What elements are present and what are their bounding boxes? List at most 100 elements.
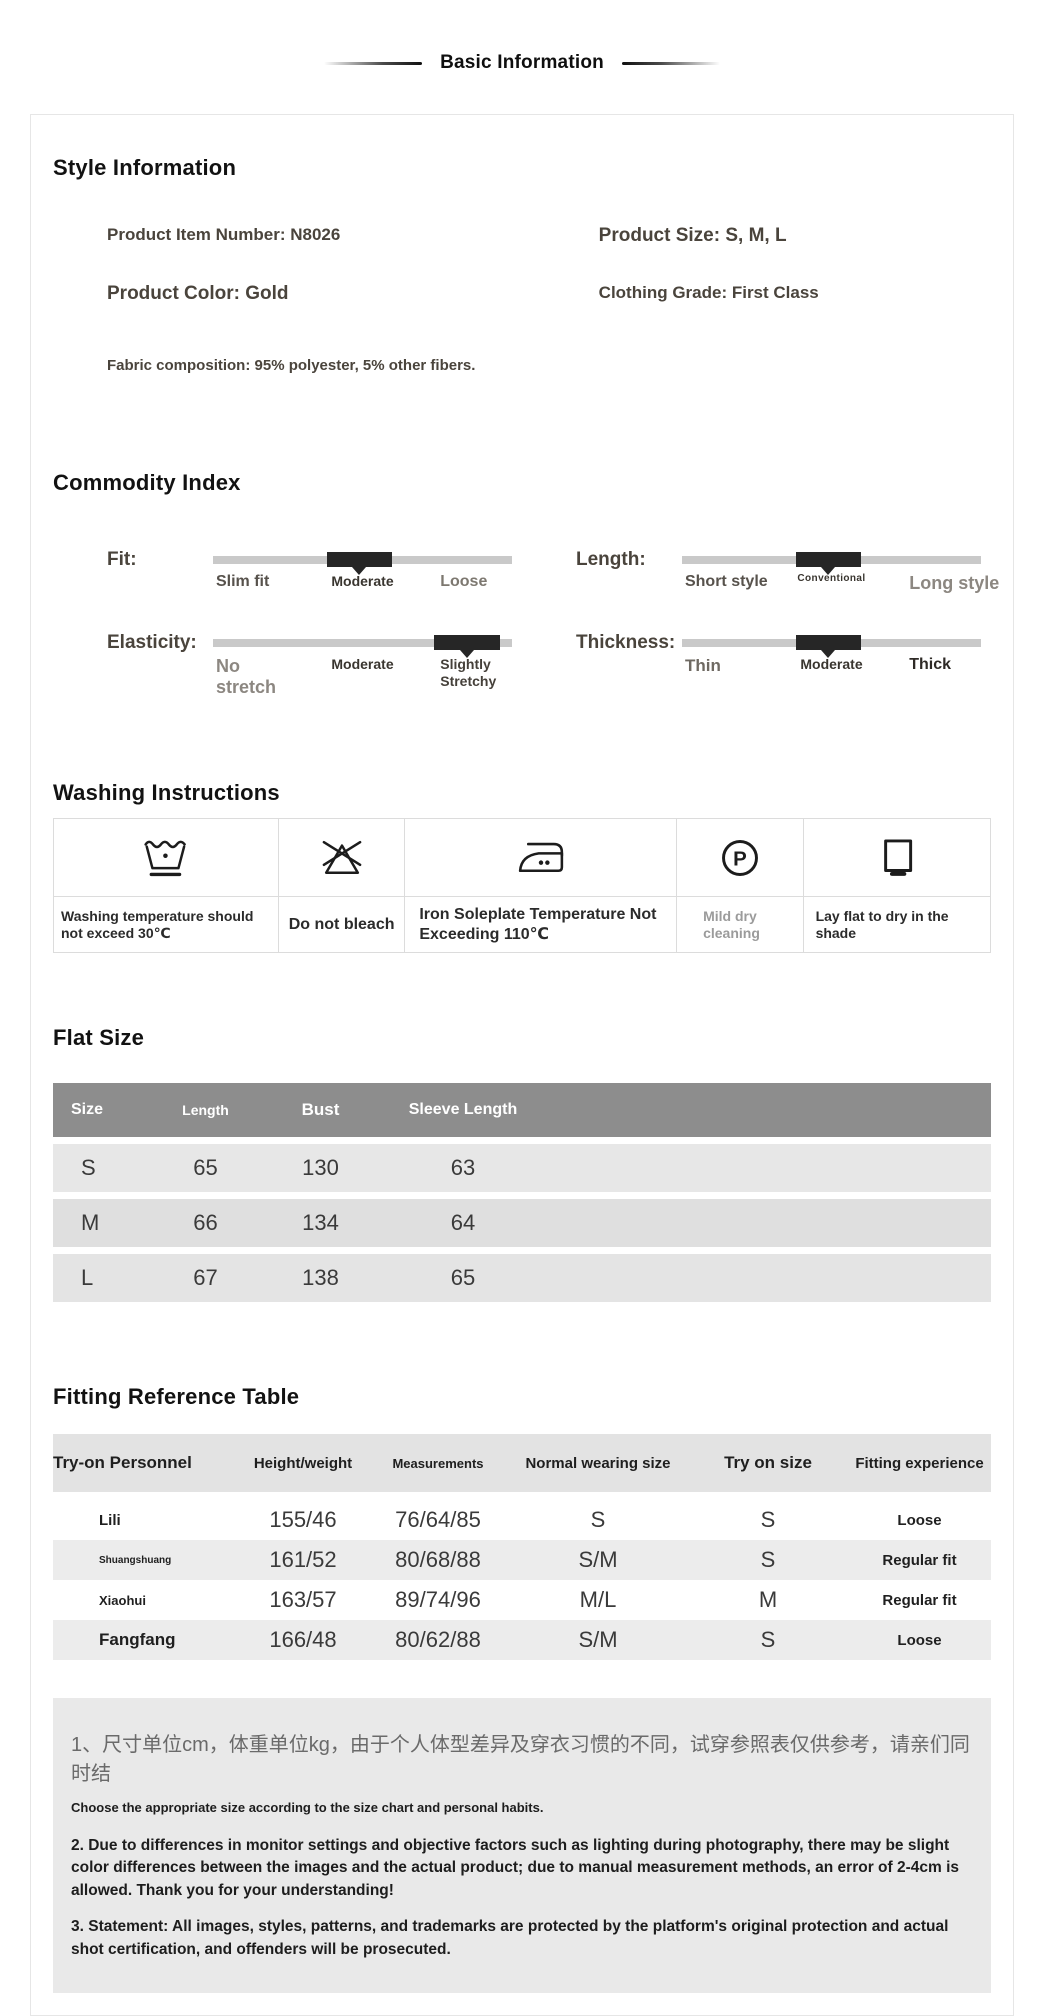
washing-label: Mild dry cleaning: [676, 896, 804, 953]
try-on-size-cell: S: [760, 1507, 776, 1532]
washing-label: Iron Soleplate Temperature Not Exceeding…: [404, 896, 678, 953]
personnel-cell: Fangfang: [99, 1630, 176, 1649]
page-header: Basic Information: [0, 0, 1044, 74]
slider-scale-label: Thick: [909, 656, 952, 673]
washing-table: P Washing temperature should not exceed …: [53, 818, 992, 953]
column-header: Try on size: [724, 1453, 812, 1472]
height-weight-cell: 163/57: [269, 1587, 337, 1612]
washing-instructions-section: Washing Instructions: [53, 780, 992, 953]
slider-thickness: Thickness: Thin Moderate Thick: [576, 632, 981, 712]
fitting-reference-section: Fitting Reference Table Try-on Personnel…: [53, 1384, 991, 1660]
flat-size-rows: S 65 130 63 M 66 134 64 L 67 138: [53, 1144, 991, 1302]
slider-length-label: Length:: [576, 549, 646, 570]
product-item-number: Product Item Number: N8026: [107, 225, 341, 244]
length-cell: 67: [193, 1265, 218, 1290]
column-header: Sleeve Length: [408, 1101, 518, 1118]
height-weight-cell: 166/48: [269, 1627, 337, 1652]
slider-scale-label: Loose: [440, 573, 488, 590]
try-on-size-cell: S: [760, 1627, 776, 1652]
size-cell: M: [81, 1210, 100, 1235]
style-information-section: Style Information Product Item Number: N…: [53, 155, 991, 374]
note-line-2: 2. Due to differences in monitor setting…: [71, 1837, 960, 1899]
column-header: Fitting experience: [855, 1454, 984, 1472]
personnel-cell: Xiaohui: [99, 1592, 146, 1608]
fitting-experience-cell: Regular fit: [882, 1551, 957, 1569]
column-header: Measurements: [392, 1455, 484, 1471]
slider-scale-label: Slim fit: [215, 573, 270, 590]
sleeve-cell: 63: [450, 1155, 476, 1180]
slider-elasticity: Elasticity: No stretch Moderate Slightly…: [107, 632, 512, 712]
measurements-cell: 76/64/85: [395, 1507, 481, 1532]
clothing-grade: Clothing Grade: First Class: [598, 283, 819, 302]
normal-size-cell: S: [590, 1507, 606, 1532]
slider-elasticity-label: Elasticity:: [107, 632, 197, 653]
personnel-cell: Lili: [99, 1511, 121, 1529]
product-size: Product Size: S, M, L: [598, 225, 787, 246]
slider-scale-label: Conventional: [797, 573, 866, 584]
slider-scale-label: No stretch: [215, 656, 277, 698]
table-row: S 65 130 63: [53, 1144, 991, 1192]
size-cell: L: [81, 1265, 94, 1290]
length-cell: 65: [193, 1155, 218, 1180]
commodity-index-grid: Fit: Slim fit Moderate Loose Length:: [53, 549, 999, 716]
page-title: Basic Information: [440, 52, 604, 73]
table-row: Lili 155/46 76/64/85 S S Loose: [53, 1500, 991, 1540]
fitting-experience-cell: Loose: [897, 1511, 942, 1529]
bust-cell: 138: [302, 1265, 339, 1290]
wash-temperature-icon: [144, 840, 186, 876]
column-header: Bust: [301, 1100, 340, 1119]
dry-clean-letter: P: [733, 847, 747, 870]
washing-label: Lay flat to dry in the shade: [802, 896, 992, 953]
column-header: Size: [71, 1101, 104, 1118]
try-on-size-cell: M: [758, 1587, 778, 1612]
slider-track: [682, 635, 981, 650]
bust-cell: 134: [302, 1210, 339, 1235]
fitting-header-row: Try-on Personnel Height/weight Measureme…: [53, 1434, 991, 1492]
measurements-cell: 89/74/96: [395, 1587, 481, 1612]
fitting-table: Try-on Personnel Height/weight Measureme…: [53, 1434, 991, 1660]
washing-label: Washing temperature should not exceed 30…: [53, 896, 279, 953]
note-line-1-en: Choose the appropriate size according to…: [71, 1800, 544, 1815]
measurements-cell: 80/68/88: [395, 1547, 481, 1572]
table-row: Fangfang 166/48 80/62/88 S/M S Loose: [53, 1620, 991, 1660]
slider-scale-label: Moderate: [331, 656, 394, 672]
slider-active-segment: [434, 635, 501, 650]
column-header: Length: [182, 1102, 229, 1118]
slider-track: [213, 635, 512, 650]
fabric-composition: Fabric composition: 95% polyester, 5% ot…: [107, 357, 476, 374]
slider-fit-label: Fit:: [107, 549, 137, 570]
flat-size-header-row: Size Length Bust Sleeve Length: [53, 1083, 991, 1137]
style-information-fields: Product Item Number: N8026 Product Size:…: [53, 225, 991, 374]
length-cell: 66: [193, 1210, 218, 1235]
washing-label: Do not bleach: [277, 896, 406, 953]
slider-fit: Fit: Slim fit Moderate Loose: [107, 549, 512, 629]
flat-size-heading: Flat Size: [53, 1025, 145, 1050]
sleeve-cell: 64: [450, 1210, 476, 1235]
size-cell: S: [81, 1155, 96, 1180]
height-weight-cell: 161/52: [269, 1547, 337, 1572]
fitting-experience-cell: Regular fit: [882, 1591, 957, 1609]
decorative-line-right: [621, 61, 720, 65]
normal-size-cell: S/M: [578, 1547, 618, 1572]
slider-scale-label: Thin: [684, 656, 721, 675]
note-line-cn: 1、尺寸单位cm，体重单位kg，由于个人体型差异及穿衣习惯的不同，试穿参照表仅供…: [71, 1734, 970, 1785]
column-header: Height/weight: [253, 1454, 353, 1472]
table-row: Xiaohui 163/57 89/74/96 M/L M Regular fi…: [53, 1580, 991, 1620]
table-row: Shuangshuang 161/52 80/68/88 S/M S Regul…: [53, 1540, 991, 1580]
commodity-index-section: Commodity Index Fit: Slim fit Moderate L…: [53, 470, 999, 716]
flat-size-section: Flat Size Size Length Bust Sleeve Length…: [53, 1025, 991, 1302]
fitting-reference-heading: Fitting Reference Table: [53, 1384, 300, 1409]
sleeve-cell: 65: [450, 1265, 476, 1290]
measurements-cell: 80/62/88: [395, 1627, 481, 1652]
mild-dry-cleaning-icon: P: [721, 839, 758, 876]
iron-temperature-icon: [518, 842, 563, 872]
info-card: Style Information Product Item Number: N…: [30, 114, 1014, 2016]
normal-size-cell: M/L: [579, 1587, 617, 1612]
fitting-rows: Lili 155/46 76/64/85 S S Loose Shuangshu…: [53, 1500, 991, 1660]
do-not-bleach-icon: [322, 840, 361, 874]
height-weight-cell: 155/46: [269, 1507, 337, 1532]
product-color: Product Color: Gold: [107, 283, 289, 304]
slider-scale-label: Moderate: [331, 573, 394, 589]
fitting-experience-cell: Loose: [897, 1631, 942, 1649]
slider-active-segment: [795, 635, 862, 650]
